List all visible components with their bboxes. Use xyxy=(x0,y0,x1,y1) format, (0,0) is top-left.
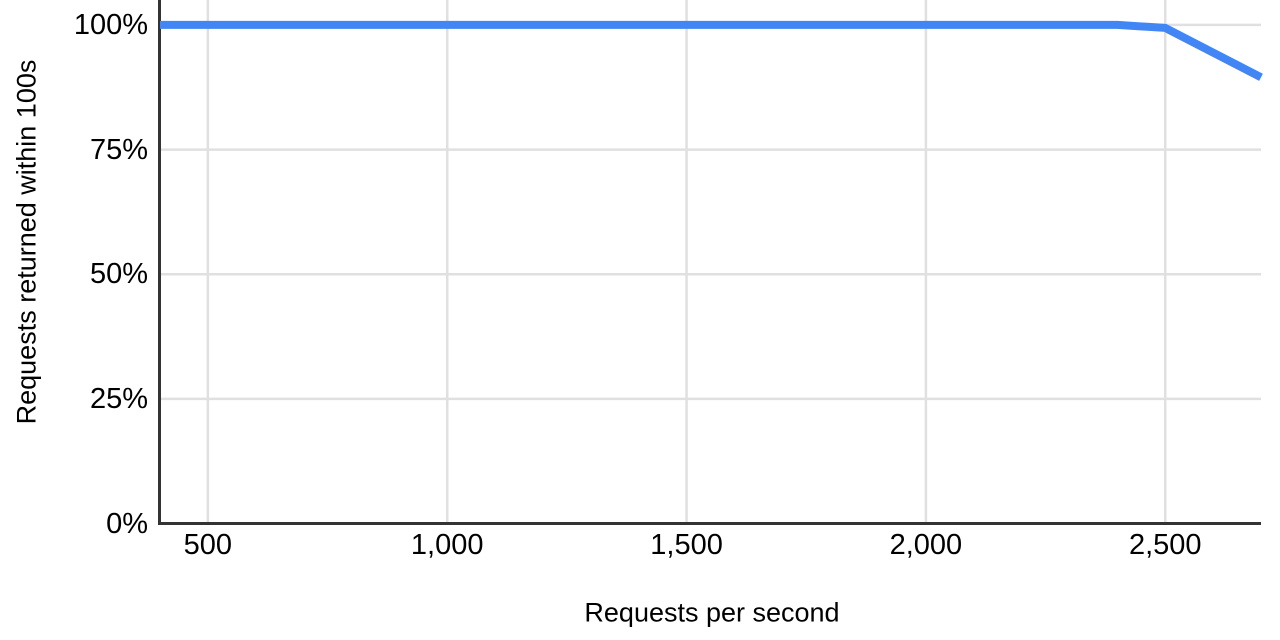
x-axis-title: Requests per second xyxy=(584,597,840,628)
y-axis-tick-label: 100% xyxy=(73,8,148,41)
y-axis-tick-label: 25% xyxy=(89,382,148,415)
y-axis-tick-label: 75% xyxy=(89,133,148,166)
y-axis-title: Requests returned within 100s xyxy=(11,59,42,425)
data-line xyxy=(160,20,1263,81)
x-axis-tick-label: 1,000 xyxy=(410,529,484,561)
x-axis-tick-label: 500 xyxy=(183,529,233,561)
x-axis-tick-label: 2,000 xyxy=(889,529,963,561)
x-axis-tick-label: 2,500 xyxy=(1128,529,1202,561)
x-axis-tick-label: 1,500 xyxy=(650,529,723,561)
y-axis-tick-label: 0% xyxy=(106,507,148,540)
y-axis-tick-label: 50% xyxy=(89,258,148,291)
